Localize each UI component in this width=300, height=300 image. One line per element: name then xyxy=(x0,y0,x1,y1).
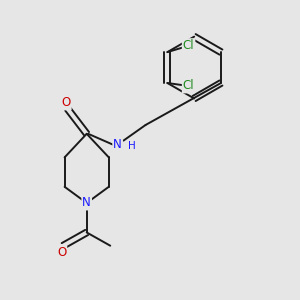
Text: N: N xyxy=(113,138,122,151)
Text: O: O xyxy=(61,96,71,110)
Text: Cl: Cl xyxy=(183,80,194,92)
Text: Cl: Cl xyxy=(183,39,194,52)
Text: N: N xyxy=(82,196,91,209)
Text: O: O xyxy=(57,246,66,259)
Text: H: H xyxy=(128,141,135,151)
